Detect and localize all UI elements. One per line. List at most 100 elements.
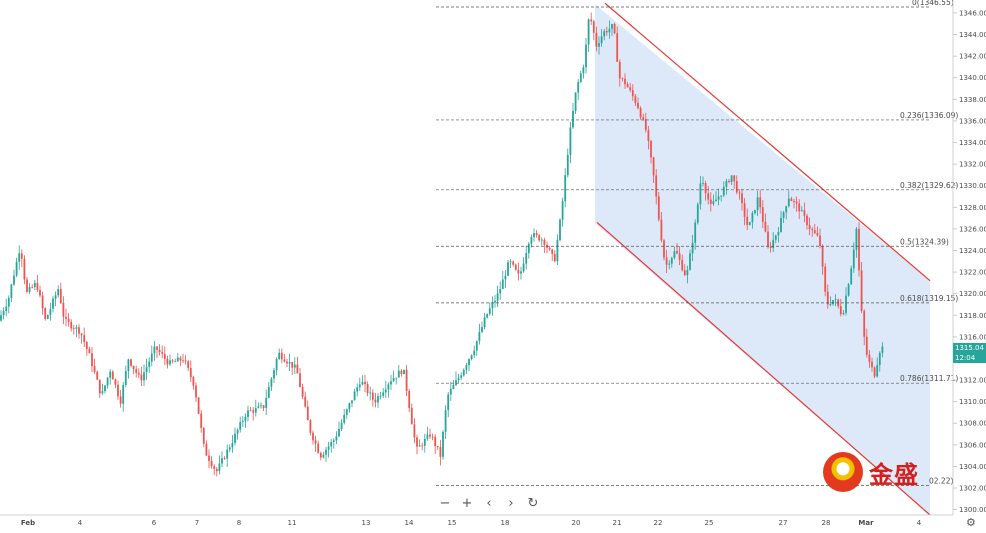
price-tick-label: 1300.00 [959, 506, 986, 514]
candle-body [629, 87, 632, 91]
time-tick-label: 13 [362, 519, 371, 527]
candle-body [520, 271, 522, 274]
time-tick-label: 11 [288, 519, 297, 527]
candle-body [655, 175, 658, 197]
candle-body [132, 365, 135, 370]
price-tick-label: 1312.00 [959, 377, 986, 385]
candle-body [821, 245, 824, 267]
candle-body [642, 117, 645, 120]
candle-body [527, 243, 530, 254]
gold-coin-logo-icon [823, 452, 863, 492]
candle-body [218, 463, 221, 472]
candle-body [202, 427, 205, 444]
candle-body [65, 316, 67, 319]
zoom-in-button[interactable]: + [461, 495, 473, 511]
candle-body [98, 379, 101, 394]
candle-body [150, 353, 153, 362]
candle-body [730, 175, 733, 183]
candle-body [665, 257, 668, 265]
candle-body [442, 431, 444, 457]
price-tick-label: 1316.00 [959, 333, 986, 341]
gear-icon[interactable]: ⚙ [966, 516, 976, 529]
watermark-logo: 金盛 [823, 452, 919, 492]
candle-body [358, 384, 361, 388]
candle-body [267, 386, 270, 398]
candle-body [33, 282, 36, 288]
candle-body [231, 442, 234, 448]
candle-body [878, 352, 881, 365]
candle-body [143, 372, 145, 381]
candle-body [377, 396, 379, 403]
candle-body [145, 366, 148, 373]
candle-body [395, 377, 398, 379]
candle-body [83, 335, 86, 342]
candle-body [496, 293, 499, 301]
candle-body [592, 21, 595, 33]
candle-body [787, 198, 790, 207]
candle-body [101, 391, 104, 394]
candle-body [447, 394, 450, 411]
time-tick-label: 4 [78, 519, 83, 527]
candle-body [384, 389, 387, 393]
candle-body [57, 289, 60, 296]
candle-body [390, 381, 392, 385]
price-tick-label: 1332.00 [959, 161, 986, 169]
candle-body [488, 308, 491, 314]
candle-body [413, 424, 416, 438]
candle-body [374, 399, 377, 403]
scroll-left-button[interactable]: ‹ [486, 495, 492, 511]
candle-body [426, 434, 429, 439]
candle-body [754, 210, 756, 214]
candle-body [111, 371, 114, 380]
candle-body [0, 315, 2, 321]
candle-body [618, 61, 621, 79]
candle-body [530, 237, 533, 244]
candle-body [826, 291, 829, 305]
candle-body [481, 327, 483, 332]
candle-body [761, 207, 764, 222]
candle-body [725, 180, 728, 187]
candle-body [228, 447, 231, 450]
candle-body [158, 349, 161, 353]
candle-body [756, 197, 759, 211]
candle-body [769, 246, 772, 249]
candle-body [5, 306, 8, 312]
bar-countdown-label: 12:04 [953, 353, 986, 363]
candle-body [416, 437, 418, 447]
candle-body [304, 396, 307, 407]
candle-body [881, 346, 884, 353]
candle-body [686, 269, 689, 276]
price-tick-label: 1322.00 [959, 269, 986, 277]
candle-body [7, 297, 10, 307]
candle-body [871, 361, 873, 368]
candle-body [556, 239, 559, 262]
candle-body [127, 359, 130, 372]
candle-body [735, 181, 738, 193]
candle-body [806, 215, 808, 226]
candle-body [639, 108, 642, 118]
candle-body [418, 445, 421, 447]
candle-body [858, 228, 860, 271]
candle-body [70, 321, 73, 329]
candle-body [728, 180, 730, 183]
candle-body [189, 368, 192, 378]
candle-body [104, 385, 106, 392]
candle-body [538, 235, 541, 241]
candle-body [330, 442, 333, 447]
candle-body [353, 391, 356, 401]
candle-body [486, 313, 489, 318]
zoom-out-button[interactable]: − [439, 495, 451, 511]
candle-body [772, 239, 775, 249]
candle-body [800, 210, 803, 212]
candle-body [842, 312, 845, 315]
candle-body [44, 308, 47, 319]
candle-body [75, 327, 78, 329]
scroll-right-button[interactable]: › [508, 495, 514, 511]
candle-body [26, 279, 28, 292]
time-tick-label: Feb [21, 519, 35, 527]
candle-body [595, 32, 598, 47]
candle-body [296, 364, 299, 374]
reset-chart-button[interactable]: ↻ [527, 495, 539, 511]
